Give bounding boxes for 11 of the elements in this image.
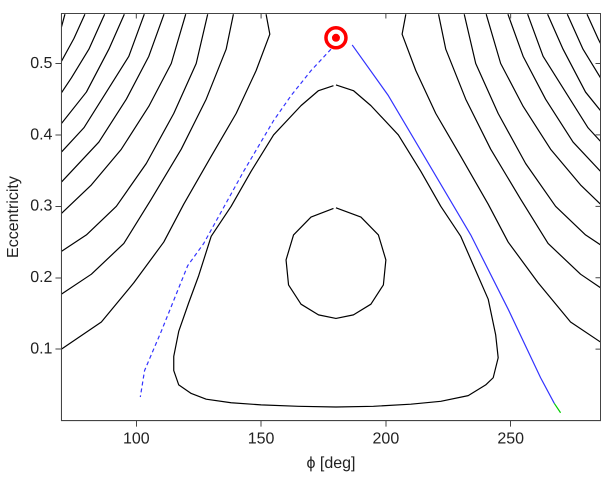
x-tick-label: 150 [248, 430, 275, 448]
y-tick-label: 0.3 [30, 198, 53, 215]
y-axis-title: Eccentricity [5, 176, 22, 258]
y-tick-label: 0.1 [30, 340, 53, 358]
y-tick-label: 0.4 [30, 126, 53, 144]
x-tick-label: 100 [122, 430, 150, 448]
x-tick-label: 200 [372, 430, 400, 448]
x-tick-label: 250 [497, 430, 524, 448]
y-tick-label: 0.5 [30, 54, 53, 72]
x-axis-title: ϕ [deg] [306, 454, 356, 472]
y-tick-label: 0.2 [30, 269, 53, 286]
